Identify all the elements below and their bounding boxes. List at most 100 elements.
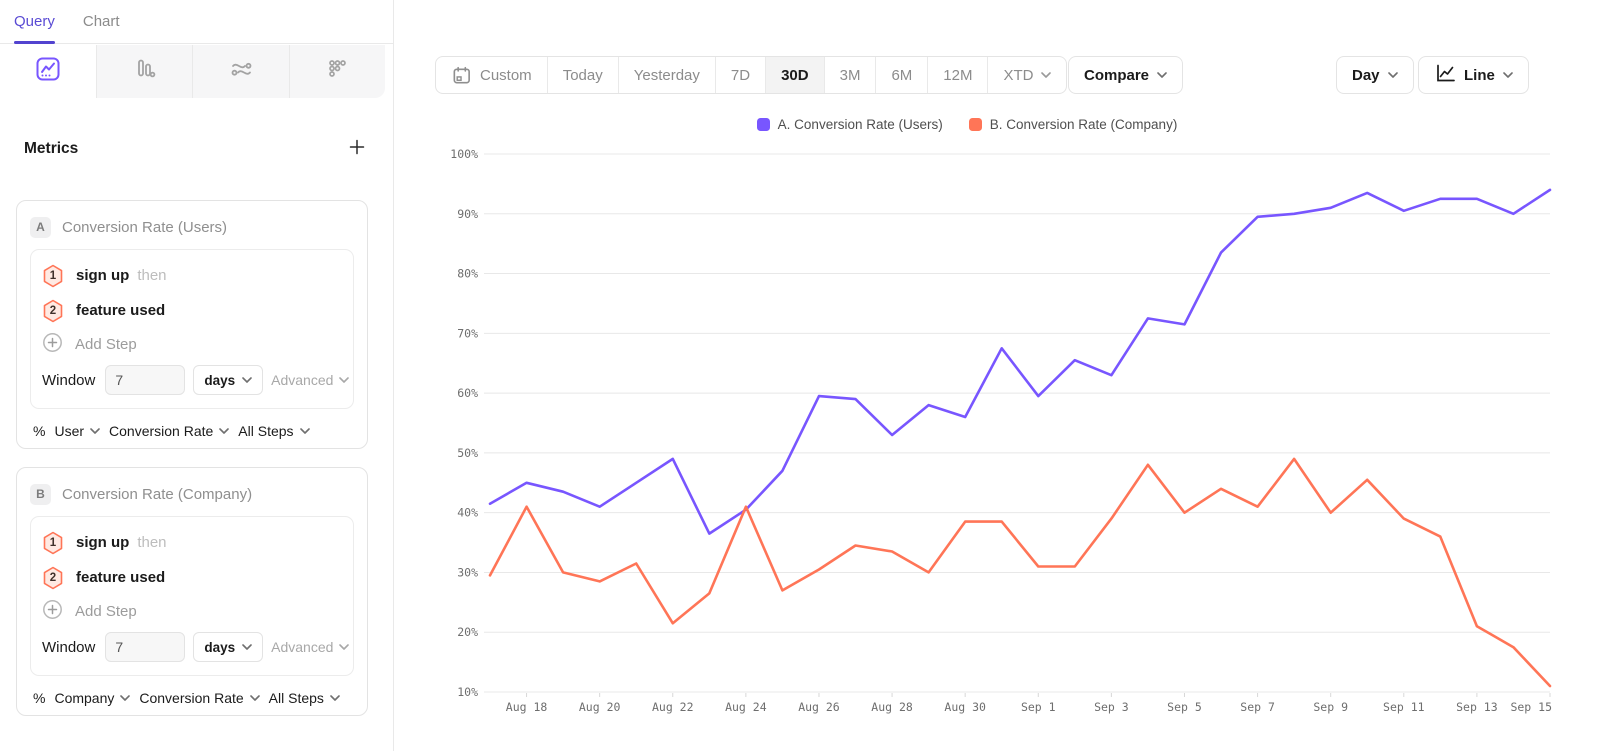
window-unit-label: days xyxy=(204,372,236,388)
flows-icon xyxy=(228,56,254,87)
legend-item-a[interactable]: A. Conversion Rate (Users) xyxy=(756,117,943,132)
range-xtd[interactable]: XTD xyxy=(988,57,1066,93)
x-axis-tick-label: Sep 11 xyxy=(1383,700,1425,714)
window-unit-dropdown[interactable]: days xyxy=(193,365,264,395)
funnel-bars-icon xyxy=(131,56,157,87)
chart-legend: A. Conversion Rate (Users) B. Conversion… xyxy=(434,117,1500,132)
range-label: 3M xyxy=(839,66,861,84)
percent-symbol: % xyxy=(33,423,46,439)
step-number: 1 xyxy=(49,269,57,282)
metric-card-b-header[interactable]: B Conversion Rate (Company) xyxy=(30,480,354,508)
chart-type-retention[interactable] xyxy=(290,45,386,98)
compare-label: Compare xyxy=(1084,66,1150,84)
interval-dropdown[interactable]: Day xyxy=(1336,56,1414,94)
step-number-hexagon: 1 xyxy=(42,264,64,288)
advanced-dropdown[interactable]: Advanced xyxy=(271,639,350,655)
measurement-row: % User Conversion Rate All Steps xyxy=(30,419,354,443)
chevron-down-icon xyxy=(90,428,100,434)
step-event-name: sign up xyxy=(76,267,130,284)
x-axis-tick-label: Sep 3 xyxy=(1094,700,1129,714)
step-event-name: sign up xyxy=(76,534,130,551)
range-6m[interactable]: 6M xyxy=(876,57,929,93)
x-axis-tick-label: Aug 18 xyxy=(506,700,548,714)
y-axis-tick-label: 90% xyxy=(457,207,478,221)
metric-card-b: B Conversion Rate (Company) 1 sign up th… xyxy=(16,467,368,716)
window-label: Window xyxy=(42,638,96,656)
series-line-b[interactable] xyxy=(488,457,1552,688)
window-unit-dropdown[interactable]: days xyxy=(193,632,264,662)
conversion-chart-svg[interactable]: 100% 90% 80% 70% 60% 50% 40% 30% 20% 10% Aug 18 Aug… xyxy=(434,140,1600,720)
y-axis-tick-label: 20% xyxy=(457,625,478,639)
range-custom[interactable]: Custom xyxy=(436,57,548,93)
date-range-control: Custom Today Yesterday 7D 30D 3M 6M 12M XTD xyxy=(435,56,1068,94)
series-line-a[interactable] xyxy=(488,188,1552,535)
sidebar-tabs: Query Chart xyxy=(0,0,393,44)
metric-type-dropdown[interactable]: Conversion Rate xyxy=(139,690,260,706)
metric-type-dropdown[interactable]: Conversion Rate xyxy=(109,423,230,439)
chevron-down-icon xyxy=(330,695,340,701)
x-axis-tick-label: Aug 30 xyxy=(944,700,986,714)
series-badge-a: A xyxy=(30,216,51,238)
range-today[interactable]: Today xyxy=(548,57,619,93)
chart-region: A. Conversion Rate (Users) B. Conversion… xyxy=(434,105,1600,735)
metric-card-a-header[interactable]: A Conversion Rate (Users) xyxy=(30,213,354,241)
entity-label: Company xyxy=(54,690,115,706)
x-axis-tick-label: Sep 7 xyxy=(1240,700,1275,714)
window-value-input[interactable] xyxy=(105,365,186,395)
chevron-down-icon xyxy=(339,644,350,650)
tab-query[interactable]: Query xyxy=(14,0,55,44)
y-axis-tick-label: 40% xyxy=(457,506,478,520)
range-label: Today xyxy=(562,66,603,84)
tab-chart[interactable]: Chart xyxy=(83,0,120,44)
steps-scope-dropdown[interactable]: All Steps xyxy=(269,690,340,706)
range-yesterday[interactable]: Yesterday xyxy=(619,57,716,93)
series-badge-b: B xyxy=(30,483,51,505)
chevron-down-icon xyxy=(242,377,252,383)
step-row-1[interactable]: 1 sign up then xyxy=(42,258,342,293)
entity-dropdown[interactable]: User xyxy=(54,423,100,439)
x-axis-tick-label: Aug 28 xyxy=(871,700,913,714)
range-7d[interactable]: 7D xyxy=(716,57,767,93)
chevron-down-icon xyxy=(1157,72,1167,78)
window-label: Window xyxy=(42,371,96,389)
range-label: 12M xyxy=(943,66,973,84)
y-axis-tick-label: 60% xyxy=(457,386,478,400)
query-sidebar: Query Chart xyxy=(0,0,394,751)
advanced-dropdown[interactable]: Advanced xyxy=(271,372,350,388)
tab-query-label: Query xyxy=(14,13,55,30)
entity-dropdown[interactable]: Company xyxy=(54,690,131,706)
line-chart-icon xyxy=(1434,62,1456,88)
range-12m[interactable]: 12M xyxy=(928,57,989,93)
step-row-2[interactable]: 2 feature used xyxy=(42,293,342,328)
step-suffix: then xyxy=(137,267,167,284)
step-number-hexagon: 1 xyxy=(42,531,64,555)
retention-dots-icon xyxy=(324,56,350,87)
legend-item-b[interactable]: B. Conversion Rate (Company) xyxy=(968,117,1178,132)
range-3m[interactable]: 3M xyxy=(825,57,877,93)
step-row-2[interactable]: 2 feature used xyxy=(42,560,342,595)
advanced-label: Advanced xyxy=(271,372,334,388)
add-metric-button[interactable] xyxy=(346,138,368,160)
range-label: 6M xyxy=(891,66,913,84)
add-step-button[interactable]: Add Step xyxy=(42,595,342,628)
chart-style-dropdown[interactable]: Line xyxy=(1418,56,1529,94)
steps-scope-label: All Steps xyxy=(268,690,324,706)
chart-type-flows[interactable] xyxy=(193,45,290,98)
window-value-input[interactable] xyxy=(105,632,186,662)
chart-type-funnels[interactable] xyxy=(97,45,193,98)
add-step-button[interactable]: Add Step xyxy=(42,328,342,361)
step-number: 1 xyxy=(49,536,57,549)
plus-icon xyxy=(349,139,365,160)
steps-scope-dropdown[interactable]: All Steps xyxy=(238,423,310,439)
legend-label-b: B. Conversion Rate (Company) xyxy=(989,117,1178,132)
metric-card-a: A Conversion Rate (Users) 1 sign up then… xyxy=(16,200,368,449)
step-row-1[interactable]: 1 sign up then xyxy=(42,525,342,560)
y-axis-tick-label: 30% xyxy=(457,565,478,579)
step-number: 2 xyxy=(49,571,57,584)
metrics-title: Metrics xyxy=(24,140,79,157)
chart-type-insights[interactable] xyxy=(0,45,97,98)
step-event-name: feature used xyxy=(76,302,166,319)
range-30d[interactable]: 30D xyxy=(766,57,825,93)
compare-button[interactable]: Compare xyxy=(1068,56,1184,94)
y-axis-tick-label: 50% xyxy=(457,446,478,460)
